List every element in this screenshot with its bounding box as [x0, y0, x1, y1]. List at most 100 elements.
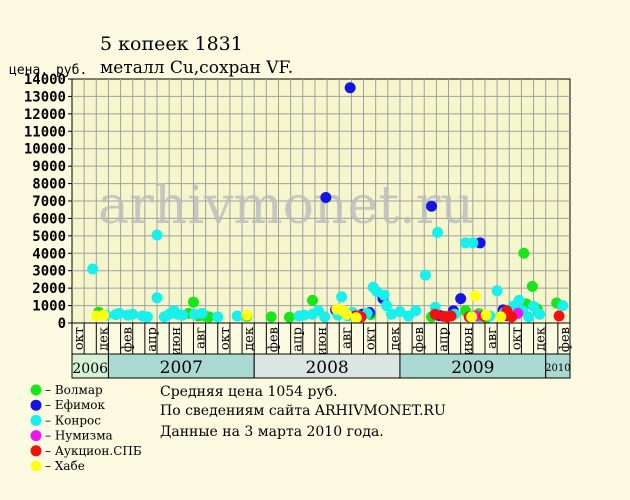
data-point: [378, 289, 390, 301]
data-point: [283, 311, 295, 323]
legend-label: – Конрос: [45, 413, 101, 427]
x-tick-label: дек: [242, 327, 257, 351]
data-point: [151, 229, 163, 241]
data-point: [445, 310, 457, 322]
data-point: [350, 312, 362, 324]
data-point: [466, 311, 478, 323]
year-label: 2007: [160, 358, 203, 378]
data-point: [426, 200, 438, 212]
year-cell: [545, 353, 571, 379]
average-price: Средняя цена 1054 руб.: [160, 384, 338, 400]
data-point: [506, 311, 518, 323]
legend-marker: [30, 460, 42, 472]
data-point: [557, 300, 569, 312]
x-tick-label: окт: [364, 327, 379, 350]
month-strip: [71, 322, 571, 355]
year-cell: [107, 353, 255, 379]
data-point: [455, 293, 467, 305]
x-tick-label: апр: [145, 327, 160, 352]
x-tick-label: июн: [169, 327, 184, 356]
legend-label: – Ефимок: [45, 398, 106, 412]
y-tick-label: 3000: [32, 264, 66, 280]
data-point: [467, 237, 479, 249]
data-point: [336, 291, 348, 303]
x-axis: окт дек фев апр июн авг окт дек фев апр июн авг окт д…: [71, 322, 573, 356]
x-tick-label: фев: [558, 327, 573, 352]
x-tick-label: дек: [534, 327, 549, 351]
y-tick-label: 8000: [32, 177, 66, 193]
legend-label: – Хабе: [45, 459, 85, 473]
year-label: 2006: [72, 361, 108, 377]
x-tick-label: окт: [72, 327, 87, 350]
data-point: [513, 294, 525, 306]
y-tick-label: 10000: [24, 142, 66, 158]
legend-marker: [30, 414, 42, 426]
data-point: [419, 269, 431, 281]
data-point: [410, 305, 422, 317]
x-tick-label: дек: [96, 327, 111, 351]
data-point: [526, 280, 538, 292]
y-axis-label: цена, руб.: [9, 63, 87, 78]
y-tick-label: 13000: [24, 89, 66, 105]
legend-marker: [30, 445, 42, 457]
data-point: [432, 226, 444, 238]
x-tick-label: авг: [485, 327, 500, 349]
x-tick-label: авг: [339, 327, 354, 349]
y-tick-label: 9000: [32, 159, 66, 175]
x-tick-label: авг: [194, 327, 209, 349]
data-point: [113, 307, 125, 319]
legend-label: – Аукцион.СПБ: [45, 444, 142, 458]
data-point: [212, 311, 224, 323]
data-point: [344, 82, 356, 94]
x-tick-label: апр: [291, 327, 306, 352]
legend: – Волмар– Ефимок– Конрос – Нумизма– Аукци…: [30, 383, 142, 473]
data-point: [127, 308, 139, 320]
data-point: [429, 308, 441, 320]
data-point: [319, 311, 331, 323]
legend-label: – Нумизма: [45, 429, 113, 443]
data-points: [87, 82, 569, 324]
y-tick-label: 2000: [32, 281, 66, 297]
data-point: [480, 309, 492, 321]
year-cell: [71, 353, 109, 379]
y-tick-label: 1000: [32, 299, 66, 315]
chart-title: 5 копеек 1831: [100, 33, 243, 55]
data-point: [241, 309, 253, 321]
data-point: [141, 311, 153, 323]
year-label: 2010: [545, 363, 570, 374]
data-point: [553, 310, 565, 322]
legend-label: – Волмар: [45, 383, 103, 397]
data-point: [385, 308, 397, 320]
x-tick-label: апр: [436, 327, 451, 352]
y-tick-label: 4000: [32, 246, 66, 262]
x-tick-label: фев: [412, 327, 427, 352]
data-point: [341, 308, 353, 320]
x-tick-label: окт: [509, 327, 524, 350]
data-point: [534, 308, 546, 320]
y-tick-label: 7000: [32, 194, 66, 210]
x-tick-label: июн: [461, 327, 476, 356]
data-point: [320, 192, 332, 204]
watermark: arhivmonet.ru: [98, 176, 474, 236]
data-point: [381, 300, 393, 312]
x-tick-label: фев: [266, 327, 281, 352]
year-band: 2006 2007 2008 2009 2010: [71, 353, 571, 379]
data-point: [298, 309, 310, 321]
legend-marker: [30, 384, 42, 396]
data-point: [495, 311, 507, 323]
grid: [72, 79, 570, 323]
y-tick-label: 6000: [32, 211, 66, 227]
data-point: [98, 309, 110, 321]
y-tick-label: 14000: [24, 72, 66, 88]
data-point: [306, 294, 318, 306]
x-tick-label: июн: [315, 327, 330, 356]
year-cell: [253, 353, 401, 379]
legend-marker: [30, 430, 42, 442]
y-tick-label: 5000: [32, 229, 66, 245]
legend-marker: [30, 399, 42, 411]
x-tick-label: окт: [218, 327, 233, 350]
data-point: [87, 263, 99, 275]
data-point: [187, 296, 199, 308]
